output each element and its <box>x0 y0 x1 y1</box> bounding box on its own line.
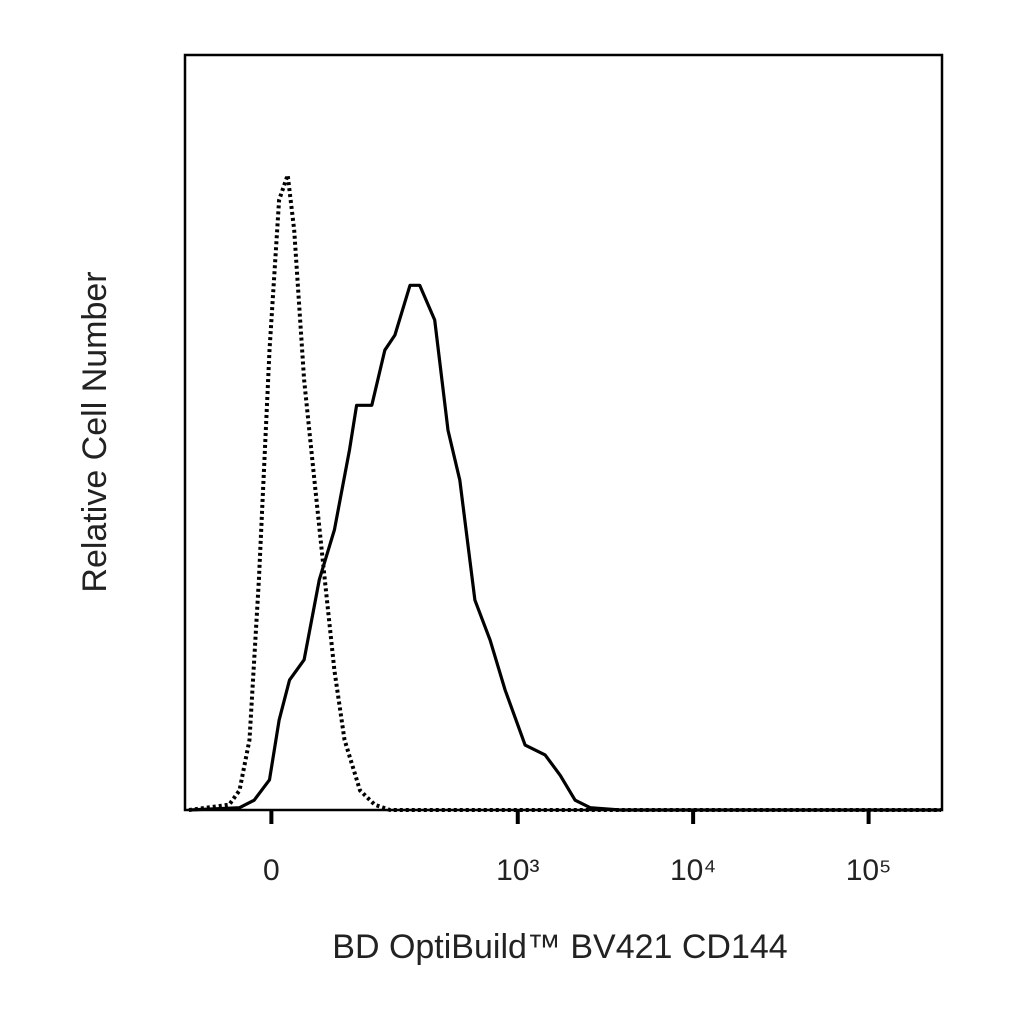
x-tick-label: 10⁵ <box>846 854 892 887</box>
x-tick-label: 0 <box>263 854 280 887</box>
x-tick-label: 10⁴ <box>670 854 716 887</box>
plot-frame <box>183 53 944 812</box>
y-axis-label: Relative Cell Number <box>76 271 114 592</box>
solid-histogram <box>188 283 942 812</box>
dotted-histogram <box>188 173 942 812</box>
x-tick-label: 10³ <box>496 854 539 887</box>
x-axis-label: BD OptiBuild™ BV421 CD144 <box>332 928 787 966</box>
